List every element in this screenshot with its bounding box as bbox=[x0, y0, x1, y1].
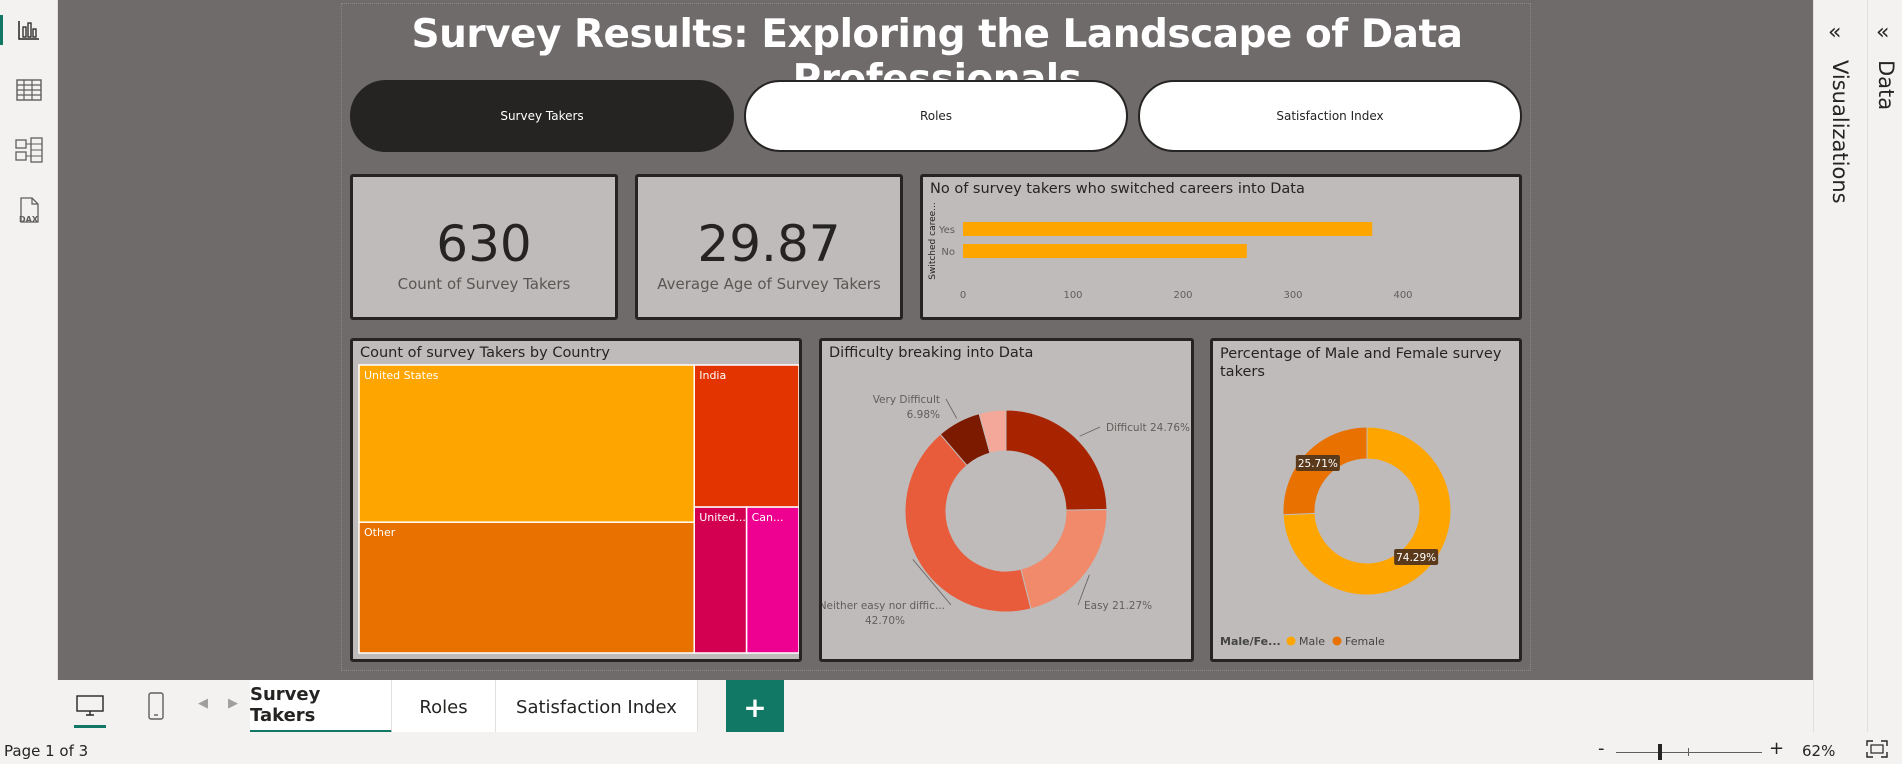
treemap-label: United States bbox=[364, 369, 439, 382]
slice-label: Easy 21.27% bbox=[1084, 600, 1152, 612]
x-tick-label: 0 bbox=[960, 290, 966, 301]
chart-title: Percentage of Male and Female survey tak… bbox=[1220, 346, 1502, 380]
page-tab-survey-takers[interactable]: Survey Takers bbox=[250, 680, 392, 734]
zoom-slider-track[interactable] bbox=[1616, 752, 1762, 753]
gender-donut-chart: 74.29% 25.71% Male/Fe... Male Female bbox=[1220, 426, 1452, 648]
page-tab-roles[interactable]: Roles bbox=[392, 680, 496, 734]
data-label-bg bbox=[1295, 455, 1340, 472]
bar-yes bbox=[963, 222, 1373, 236]
treemap-label: Can... bbox=[752, 511, 784, 524]
data-label-bg bbox=[1394, 548, 1439, 565]
treemap-tile bbox=[693, 506, 748, 654]
treemap-label: United... bbox=[699, 511, 746, 524]
dax-query-icon[interactable]: DAX bbox=[0, 185, 58, 235]
kpi-card-count[interactable]: 630 Count of Survey Takers bbox=[350, 174, 618, 320]
previous-page-icon[interactable]: ◀ bbox=[198, 696, 208, 711]
country-treemap: United States Other India United... Can... bbox=[358, 364, 799, 654]
svg-text:DAX: DAX bbox=[19, 215, 39, 224]
treemap-label: India bbox=[699, 369, 726, 382]
leader-line bbox=[945, 398, 958, 419]
difficulty-donut-card[interactable]: Difficulty breaking into Data Difficult … bbox=[819, 338, 1194, 662]
treemap-label: Other bbox=[364, 526, 396, 539]
difficulty-slice bbox=[978, 409, 1007, 454]
treemap-tile bbox=[693, 364, 799, 508]
page-tab-bar: ◀ ▶ Survey Takers Roles Satisfaction Ind… bbox=[58, 680, 1813, 734]
expand-pane-icon[interactable]: « bbox=[1828, 20, 1842, 45]
kpi-card-average-age[interactable]: 29.87 Average Age of Survey Takers bbox=[635, 174, 903, 320]
fit-to-page-icon[interactable] bbox=[1866, 740, 1888, 758]
difficulty-donut-chart: Difficult 24.76% Easy 21.27% Neither easy … bbox=[822, 394, 1190, 627]
career-switch-bar-chart: Yes No 0 100 200 300 400 Switched caree... bbox=[928, 202, 1413, 301]
country-treemap-card[interactable]: Count of survey Takers by Country United… bbox=[350, 338, 802, 662]
left-view-rail: DAX bbox=[0, 0, 58, 680]
chart-title: Difficulty breaking into Data bbox=[829, 345, 1034, 361]
zoom-out-button[interactable]: - bbox=[1598, 738, 1605, 759]
expand-pane-icon[interactable]: « bbox=[1876, 20, 1890, 45]
legend-entry: Male bbox=[1299, 635, 1325, 648]
nav-button-roles[interactable]: Roles bbox=[744, 80, 1128, 152]
category-label: Yes bbox=[938, 225, 955, 236]
kpi-value: 630 bbox=[436, 215, 532, 273]
page-indicator: Page 1 of 3 bbox=[4, 742, 89, 760]
nav-button-satisfaction-index[interactable]: Satisfaction Index bbox=[1138, 80, 1522, 152]
legend-marker bbox=[1286, 636, 1296, 646]
difficulty-slice bbox=[1005, 409, 1108, 511]
data-label: 25.71% bbox=[1298, 458, 1338, 470]
kpi-label: Average Age of Survey Takers bbox=[657, 275, 881, 293]
data-label: 74.29% bbox=[1396, 552, 1436, 564]
career-switch-chart-card[interactable]: No of survey takers who switched careers… bbox=[920, 174, 1522, 320]
difficulty-slice bbox=[1020, 508, 1108, 610]
x-tick-label: 300 bbox=[1283, 290, 1302, 301]
zoom-slider-mid-mark bbox=[1688, 748, 1689, 756]
zoom-level[interactable]: 62% bbox=[1802, 742, 1836, 760]
legend-marker bbox=[1332, 636, 1342, 646]
desktop-view-icon[interactable] bbox=[66, 686, 114, 728]
model-view-icon[interactable] bbox=[0, 125, 58, 175]
treemap-tile bbox=[358, 364, 695, 523]
x-tick-label: 200 bbox=[1173, 290, 1192, 301]
slice-label: Neither easy nor diffic... bbox=[822, 600, 945, 612]
data-pane-label: Data bbox=[1874, 60, 1898, 111]
status-bar: Page 1 of 3 - + 62% bbox=[0, 732, 1902, 764]
page-tab-satisfaction-index[interactable]: Satisfaction Index bbox=[496, 680, 698, 734]
treemap-tile bbox=[745, 506, 799, 654]
legend-title: Male/Fe... bbox=[1220, 635, 1281, 648]
visualizations-pane[interactable]: « Visualizations bbox=[1813, 0, 1867, 732]
gender-donut-card[interactable]: Percentage of Male and Female survey tak… bbox=[1210, 338, 1522, 662]
report-page: Survey Results: Exploring the Landscape … bbox=[341, 3, 1531, 671]
x-tick-label: 400 bbox=[1393, 290, 1412, 301]
mobile-view-icon[interactable] bbox=[132, 686, 180, 726]
zoom-slider-thumb[interactable] bbox=[1657, 744, 1662, 760]
legend-entry: Female bbox=[1345, 635, 1385, 648]
add-page-button[interactable]: + bbox=[726, 680, 784, 734]
table-view-icon[interactable] bbox=[0, 65, 58, 115]
y-axis-label: Switched caree... bbox=[928, 202, 938, 280]
treemap-tile bbox=[358, 521, 695, 654]
chart-title: No of survey takers who switched careers… bbox=[930, 181, 1305, 197]
category-label: No bbox=[941, 247, 955, 258]
report-canvas: Survey Results: Exploring the Landscape … bbox=[58, 0, 1813, 680]
kpi-label: Count of Survey Takers bbox=[397, 275, 571, 293]
x-tick-label: 100 bbox=[1063, 290, 1082, 301]
chart-title: Count of survey Takers by Country bbox=[360, 345, 610, 361]
leader-line bbox=[912, 559, 952, 606]
bar-no bbox=[963, 244, 1247, 258]
zoom-in-button[interactable]: + bbox=[1769, 738, 1785, 759]
slice-label: Very Difficult bbox=[873, 394, 940, 406]
slice-percent: 6.98% bbox=[907, 409, 940, 421]
slice-label: Difficult 24.76% bbox=[1106, 422, 1190, 434]
leader-line bbox=[1079, 426, 1101, 437]
difficulty-slice bbox=[904, 433, 1032, 613]
kpi-value: 29.87 bbox=[697, 215, 841, 273]
next-page-icon[interactable]: ▶ bbox=[228, 696, 238, 711]
report-view-icon[interactable] bbox=[0, 5, 58, 55]
visualizations-pane-label: Visualizations bbox=[1828, 60, 1852, 204]
slice-percent: 42.70% bbox=[865, 615, 905, 627]
nav-button-survey-takers[interactable]: Survey Takers bbox=[350, 80, 734, 152]
data-pane[interactable]: « Data bbox=[1867, 0, 1902, 732]
leader-line bbox=[1077, 574, 1090, 606]
